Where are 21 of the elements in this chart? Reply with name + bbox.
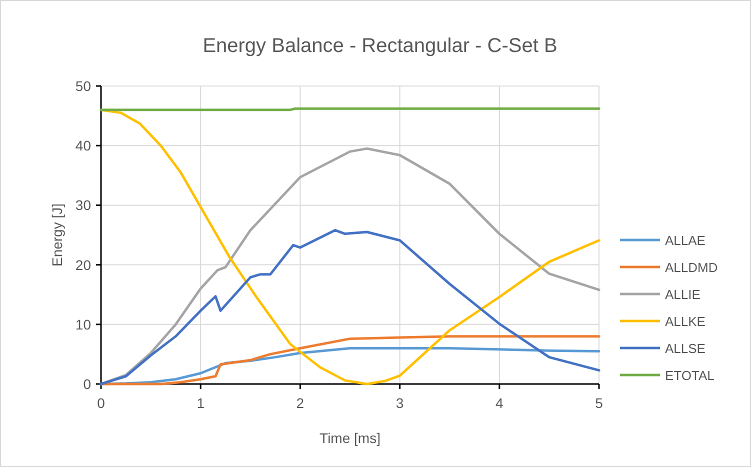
legend-label: ALLDMD <box>665 260 718 275</box>
y-tick-label: 50 <box>75 78 92 94</box>
x-tick-label: 1 <box>196 395 205 411</box>
x-tick-label: 4 <box>496 395 504 411</box>
x-axis-title: Time [ms] <box>320 430 380 446</box>
legend-label: ALLSE <box>665 341 706 356</box>
legend-label: ALLIE <box>665 287 701 302</box>
chart-title: Energy Balance - Rectangular - C-Set B <box>202 35 558 57</box>
legend-label: ALLKE <box>665 314 706 329</box>
y-tick-label: 20 <box>75 256 92 273</box>
x-tick-label: 0 <box>97 395 106 411</box>
y-tick-label: 10 <box>75 316 92 332</box>
legend-label: ALLAE <box>665 233 706 248</box>
y-tick-label: 40 <box>75 138 92 154</box>
x-tick-label: 2 <box>296 395 304 411</box>
y-axis-title: Energy [J] <box>49 203 65 267</box>
legend-label: ETOTAL <box>665 368 714 383</box>
x-tick-label: 3 <box>396 395 404 411</box>
y-tick-label: 30 <box>75 197 92 214</box>
x-tick-label: 5 <box>595 395 604 411</box>
y-tick-label: 0 <box>83 376 92 392</box>
